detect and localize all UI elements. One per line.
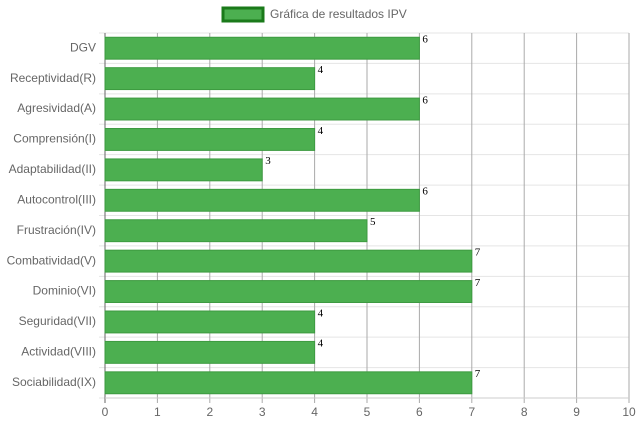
y-tick-label: Adaptabilidad(II) (9, 162, 96, 176)
value-label: 7 (475, 277, 481, 289)
x-tick-label: 5 (364, 405, 371, 419)
x-tick-label: 10 (622, 405, 636, 419)
value-label: 4 (318, 307, 324, 319)
x-tick-label: 9 (573, 405, 580, 419)
y-tick-label: Frustración(IV) (17, 223, 96, 237)
y-tick-label: Comprensión(I) (13, 132, 96, 146)
y-tick-label: Dominio(VI) (33, 284, 96, 298)
value-label: 3 (265, 155, 271, 167)
y-tick-label: Autocontrol(III) (17, 192, 96, 206)
bar (104, 249, 473, 273)
x-tick-label: 0 (102, 405, 109, 419)
value-label: 7 (475, 368, 481, 380)
value-label: 4 (318, 64, 324, 76)
bar (104, 340, 316, 364)
bar (104, 371, 473, 395)
y-tick-label: Agresividad(A) (17, 101, 96, 115)
x-tick-label: 2 (206, 405, 213, 419)
value-label: 7 (475, 246, 481, 258)
y-tick-label: Seguridad(VII) (19, 314, 96, 328)
x-tick-label: 3 (259, 405, 266, 419)
x-tick-label: 8 (521, 405, 528, 419)
value-label: 5 (370, 216, 376, 228)
bar (104, 36, 420, 60)
y-tick-label: Combatividad(V) (7, 253, 96, 267)
legend-label: Gráfica de resultados IPV (270, 7, 407, 21)
x-tick-label: 6 (416, 405, 423, 419)
x-tick-label: 4 (311, 405, 318, 419)
bar (104, 128, 316, 151)
value-label: 6 (422, 94, 428, 106)
y-tick-label: Actividad(VIII) (21, 345, 96, 359)
value-label: 6 (422, 186, 428, 198)
bar (104, 188, 420, 212)
y-tick-label: Receptividad(R) (10, 71, 96, 85)
bar (104, 158, 263, 182)
y-tick-label: Sociabilidad(IX) (12, 375, 96, 389)
value-label: 4 (318, 125, 324, 137)
value-label: 6 (422, 34, 428, 46)
bar (104, 97, 420, 121)
legend-swatch (221, 6, 265, 23)
x-tick-label: 1 (154, 405, 161, 419)
bar (104, 310, 316, 334)
y-tick-label: DGV (70, 40, 96, 54)
bar (104, 67, 316, 91)
value-label: 4 (318, 338, 324, 350)
bar (104, 280, 473, 303)
x-tick-label: 7 (468, 405, 475, 419)
bar (104, 219, 368, 243)
